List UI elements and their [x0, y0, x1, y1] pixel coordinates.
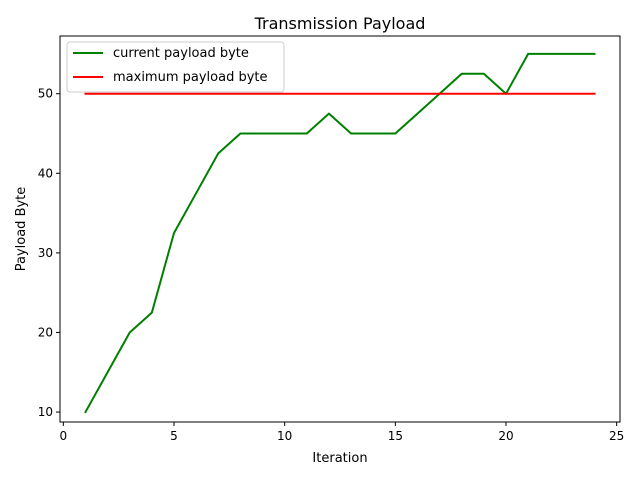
x-tick-label: 20	[498, 429, 513, 443]
y-tick-label: 50	[38, 87, 53, 101]
x-tick-label: 15	[388, 429, 403, 443]
x-tick-label: 25	[609, 429, 624, 443]
y-tick-label: 20	[38, 325, 53, 339]
x-axis-label: Iteration	[312, 451, 367, 466]
series-layer	[84, 52, 596, 414]
y-axis-ticks: 10 20 30 40 50	[38, 87, 60, 419]
x-axis-ticks: 0 5 10 15 20 25	[59, 422, 624, 443]
y-tick-label: 30	[38, 246, 53, 260]
plot-area-frame	[59, 35, 621, 423]
legend-label: maximum payload byte	[113, 70, 268, 85]
y-axis-label: Payload Byte	[14, 187, 29, 272]
y-tick-label: 40	[38, 166, 53, 180]
chart-title: Transmission Payload	[254, 14, 426, 33]
x-tick-label: 0	[59, 429, 67, 443]
legend-label: current payload byte	[113, 46, 249, 61]
legend-box	[66, 41, 285, 93]
x-tick-label: 10	[277, 429, 292, 443]
x-tick-label: 5	[170, 429, 178, 443]
legend: current payload byte maximum payload byte	[66, 41, 285, 93]
y-tick-label: 10	[38, 405, 53, 419]
series-line-0	[84, 52, 596, 414]
